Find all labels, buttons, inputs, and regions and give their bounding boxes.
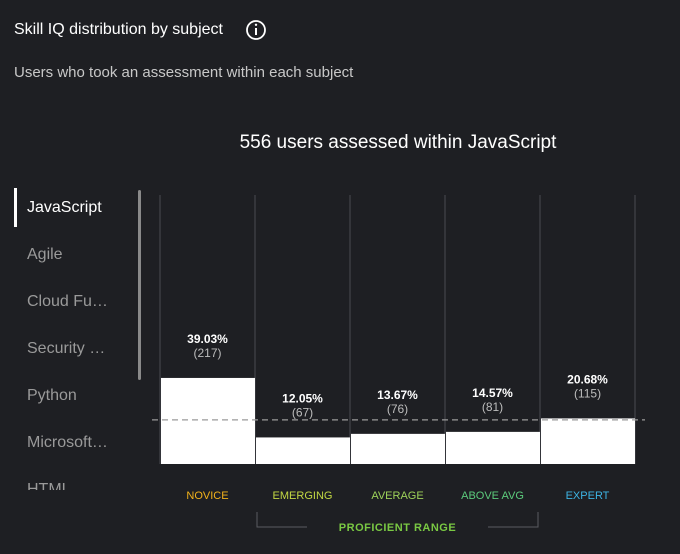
- value-label: 39.03%: [187, 332, 228, 346]
- category-label: ABOVE AVG: [461, 490, 524, 502]
- sidebar-item[interactable]: Agile: [27, 246, 63, 263]
- category-label: EXPERT: [566, 490, 610, 502]
- sidebar: JavaScript Agile Cloud Fu… Security … Python…: [14, 188, 108, 498]
- sidebar-item[interactable]: Security …: [27, 340, 105, 357]
- sidebar-item[interactable]: Microsoft…: [27, 434, 108, 451]
- info-icon[interactable]: [246, 20, 266, 40]
- bar: [446, 431, 540, 464]
- sidebar-item[interactable]: HTML: [27, 481, 71, 498]
- plot: 39.03%(217) NOVICE 12.05%(67) EMERGING 13.67…: [152, 195, 645, 534]
- scrollbar[interactable]: [138, 190, 141, 380]
- count-label: (76): [387, 402, 408, 416]
- title: Skill IQ distribution by subject: [14, 21, 224, 38]
- bar: [161, 377, 255, 464]
- count-label: (81): [482, 400, 503, 414]
- value-label: 13.67%: [377, 388, 418, 402]
- category-label: EMERGING: [273, 490, 333, 502]
- sidebar-item[interactable]: JavaScript: [27, 199, 102, 216]
- subtitle: Users who took an assessment within each…: [14, 64, 354, 81]
- chart-title: 556 users assessed within JavaScript: [240, 132, 558, 153]
- active-indicator: [14, 188, 17, 227]
- value-label: 14.57%: [472, 386, 513, 400]
- category-label: NOVICE: [186, 490, 228, 502]
- count-label: (115): [574, 387, 601, 401]
- range-bracket: [256, 512, 539, 528]
- sidebar-item[interactable]: Python: [27, 387, 77, 404]
- value-label: 20.68%: [567, 373, 608, 387]
- count-label: (67): [292, 406, 313, 420]
- count-label: (217): [193, 346, 221, 360]
- value-label: 12.05%: [282, 392, 323, 406]
- category-label: AVERAGE: [371, 490, 423, 502]
- range-label: PROFICIENT RANGE: [339, 522, 456, 534]
- bar: [256, 437, 350, 464]
- bar: [351, 433, 445, 464]
- bar: [541, 418, 635, 464]
- sidebar-item[interactable]: Cloud Fu…: [27, 293, 108, 310]
